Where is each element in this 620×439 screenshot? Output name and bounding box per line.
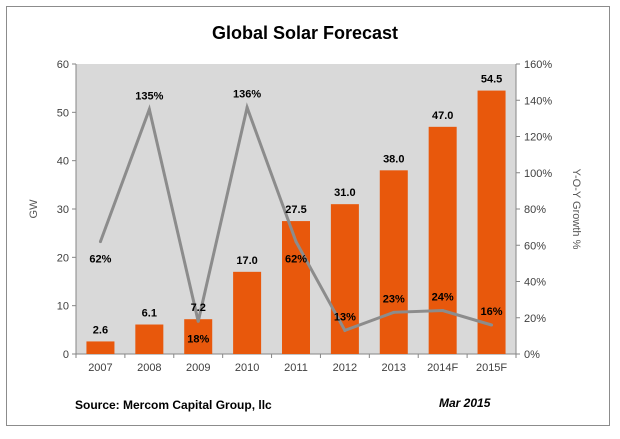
y-tick-label-right: 60% (524, 240, 546, 252)
bar-value-label: 27.5 (285, 204, 306, 216)
y-tick-label-left: 40 (57, 156, 69, 168)
growth-value-label: 62% (89, 254, 111, 266)
growth-point (441, 309, 445, 312)
growth-value-label: 135% (135, 90, 163, 102)
bar-series (86, 90, 506, 354)
x-tick-label: 2015F (476, 362, 507, 374)
bar-value-label: 54.5 (481, 74, 502, 86)
x-tick-label: 2009 (186, 362, 210, 374)
y-axis-title-left: GW (28, 199, 40, 219)
y-tick-label-right: 140% (524, 95, 552, 107)
bar (233, 271, 262, 354)
growth-point (392, 310, 396, 314)
bar-value-label: 17.0 (236, 255, 257, 267)
y-tick-label-right: 100% (524, 168, 552, 180)
growth-point (294, 240, 298, 244)
bar-value-label: 7.2 (191, 302, 206, 314)
x-tick-label: 2008 (137, 362, 161, 374)
growth-value-label: 13% (334, 311, 356, 323)
growth-point (490, 323, 494, 327)
growth-point (245, 106, 249, 109)
chart-frame: Global Solar Forecast 0 10 20 30 40 50 60 0% 20%… (6, 6, 610, 426)
growth-point (343, 328, 347, 332)
growth-point (196, 319, 200, 323)
data-labels: 2.6 6.1 7.2 17.0 27.5 31.0 38.0 47.0 54.5 62% 135%… (89, 74, 502, 346)
y-tick-label-right: 120% (524, 132, 552, 144)
x-tick-label: 2010 (235, 362, 259, 374)
y-tick-label-right: 20% (524, 313, 546, 325)
bar (428, 126, 457, 354)
bar (135, 324, 164, 354)
y-tick-label-right: 80% (524, 204, 546, 216)
growth-value-label: 24% (432, 292, 454, 304)
growth-line-series (98, 102, 494, 333)
bar-value-label: 2.6 (93, 324, 108, 336)
x-tick-label: 2012 (333, 362, 357, 374)
bar-value-label: 47.0 (432, 110, 453, 122)
x-tick-label: 2011 (284, 362, 308, 374)
y-tick-label-left: 30 (57, 204, 69, 216)
growth-value-label: 18% (187, 333, 209, 345)
x-tick-label: 2014F (427, 362, 458, 374)
y-axis-title-right: Y-O-Y Growth % (570, 169, 582, 250)
y-tick-label-left: 10 (57, 301, 69, 313)
x-tick-label: 2013 (382, 362, 406, 374)
y-tick-label-right: 160% (524, 59, 552, 71)
date-note: Mar 2015 (439, 396, 491, 410)
x-tick-label: 2007 (88, 362, 112, 374)
growth-value-label: 62% (285, 254, 307, 266)
bar (477, 90, 506, 354)
growth-value-label: 16% (481, 306, 503, 318)
growth-point (147, 107, 151, 111)
bar-value-label: 38.0 (383, 153, 404, 165)
source-note: Source: Mercom Capital Group, llc (75, 398, 272, 412)
y-tick-label-right: 0% (524, 349, 540, 361)
bar (379, 170, 408, 354)
y-tick-label-left: 60 (57, 59, 69, 71)
bar-value-label: 31.0 (334, 187, 355, 199)
y-tick-label-right: 40% (524, 277, 546, 289)
bar (184, 319, 213, 354)
growth-point (98, 240, 102, 244)
chart-title: Global Solar Forecast (212, 23, 398, 43)
bar-value-label: 6.1 (142, 308, 157, 320)
y-tick-label-left: 50 (57, 107, 69, 119)
growth-value-label: 23% (383, 293, 405, 305)
growth-value-label: 136% (233, 89, 261, 101)
y-tick-label-left: 20 (57, 252, 69, 264)
y-tick-label-left: 0 (63, 349, 69, 361)
chart-canvas: Global Solar Forecast 0 10 20 30 40 50 60 0% 20%… (28, 23, 582, 412)
bar (86, 341, 115, 354)
